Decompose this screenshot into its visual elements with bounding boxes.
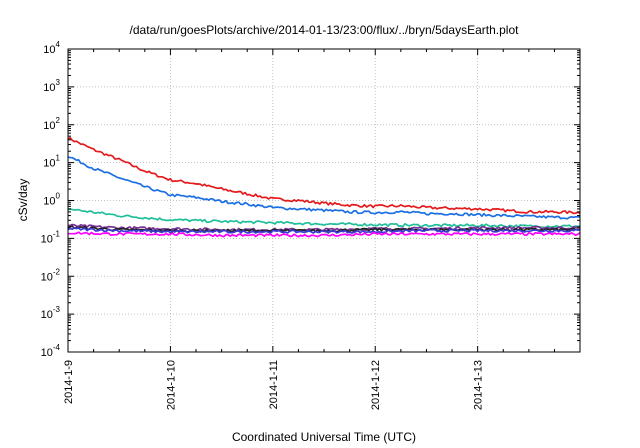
y-tick-base: 10 — [41, 347, 53, 359]
y-tick-label: 103 — [43, 78, 60, 94]
y-tick-label: 10-2 — [41, 267, 61, 283]
y-tick-label: 101 — [43, 154, 60, 170]
x-tick-label: 2014-1-11 — [268, 360, 280, 409]
y-tick-label: 10-4 — [41, 343, 61, 359]
y-tick-label: 100 — [43, 192, 60, 208]
x-tick-label: 2014-1-9 — [63, 360, 75, 404]
series-line — [67, 136, 581, 215]
x-axis-label: Coordinated Universal Time (UTC) — [232, 430, 416, 444]
series-line — [67, 156, 581, 220]
series-line — [67, 227, 581, 234]
x-tick-label: 2014-1-10 — [165, 360, 177, 410]
y-tick-exponent: 1 — [56, 154, 61, 163]
series-line — [68, 231, 581, 238]
y-tick-base: 10 — [41, 309, 53, 321]
chart-title: /data/run/goesPlots/archive/2014-01-13/2… — [130, 23, 520, 37]
y-tick-base: 10 — [43, 44, 55, 56]
y-tick-exponent: 0 — [56, 192, 61, 201]
y-tick-exponent: -2 — [53, 267, 61, 276]
y-tick-base: 10 — [43, 158, 55, 170]
x-tick-label: 2014-1-13 — [473, 360, 485, 410]
y-tick-exponent: -3 — [53, 305, 61, 314]
series-line — [67, 208, 581, 229]
y-tick-base: 10 — [43, 82, 55, 94]
y-axis-label: cSv/day — [16, 179, 30, 222]
y-tick-exponent: -1 — [53, 229, 61, 238]
grid-lines — [68, 48, 580, 353]
y-tick-base: 10 — [41, 271, 53, 283]
y-tick-label: 102 — [43, 116, 60, 132]
y-tick-label: 104 — [43, 40, 60, 56]
y-tick-base: 10 — [41, 233, 53, 245]
y-tick-exponent: 4 — [56, 40, 61, 49]
x-tick-label: 2014-1-12 — [370, 360, 382, 410]
y-tick-base: 10 — [43, 196, 55, 208]
y-tick-label: 10-1 — [41, 229, 61, 245]
y-tick-exponent: 2 — [56, 116, 61, 125]
y-tick-exponent: -4 — [53, 343, 61, 352]
y-tick-exponent: 3 — [56, 78, 61, 87]
y-tick-base: 10 — [43, 120, 55, 132]
y-tick-label: 10-3 — [41, 305, 61, 321]
series-group — [67, 136, 581, 238]
